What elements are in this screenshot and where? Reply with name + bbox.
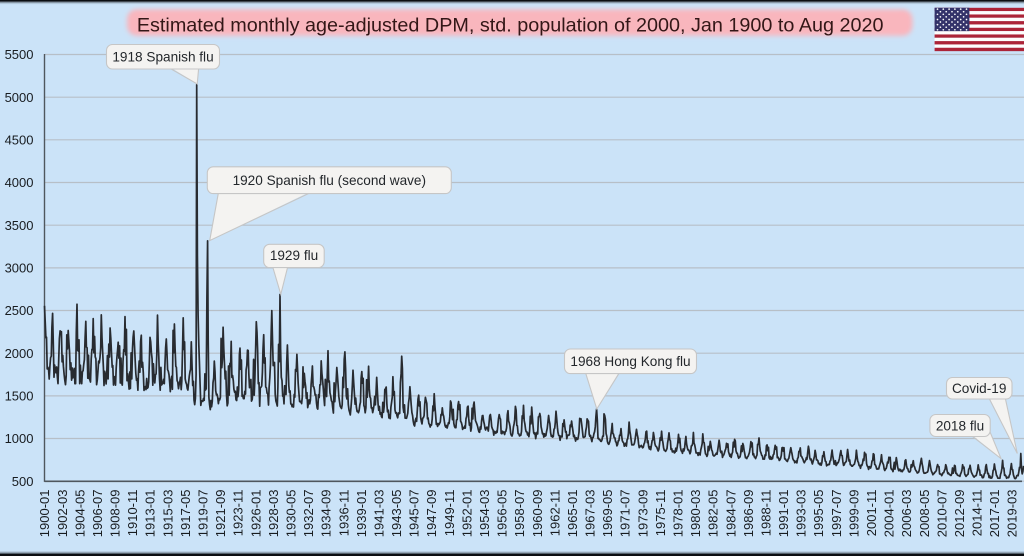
svg-text:Covid-19: Covid-19 [952,381,1006,396]
svg-text:1991-01: 1991-01 [776,490,791,538]
svg-text:1908-09: 1908-09 [108,490,123,538]
svg-text:1939-01: 1939-01 [354,490,369,538]
svg-text:3500: 3500 [5,218,34,233]
svg-text:5000: 5000 [5,90,34,105]
svg-text:5500: 5500 [5,47,34,62]
svg-text:1988-11: 1988-11 [759,490,774,537]
svg-text:Estimated monthly age-adjusted: Estimated monthly age-adjusted DPM, std.… [137,15,884,37]
svg-text:1906-07: 1906-07 [90,490,105,538]
svg-text:1947-09: 1947-09 [424,490,439,538]
svg-text:1986-09: 1986-09 [741,490,756,538]
svg-text:1965-01: 1965-01 [565,490,580,538]
svg-text:500: 500 [12,474,34,489]
svg-text:1993-03: 1993-03 [794,490,809,538]
svg-text:4000: 4000 [5,175,34,190]
svg-text:3000: 3000 [5,261,34,276]
svg-text:1918 Spanish flu: 1918 Spanish flu [112,50,213,65]
svg-text:1980-03: 1980-03 [688,490,703,538]
svg-text:2006-03: 2006-03 [899,490,914,538]
svg-text:1941-03: 1941-03 [371,490,386,538]
svg-text:1920 Spanish flu (second wave): 1920 Spanish flu (second wave) [233,173,426,188]
svg-text:1919-07: 1919-07 [196,490,211,538]
svg-text:1932-07: 1932-07 [301,490,316,538]
svg-text:1921-09: 1921-09 [213,490,228,538]
svg-text:2018 flu: 2018 flu [936,418,984,433]
svg-text:1923-11: 1923-11 [231,490,246,537]
svg-text:2001-11: 2001-11 [864,490,879,537]
svg-text:1000: 1000 [5,431,34,446]
svg-text:1902-03: 1902-03 [55,490,70,538]
svg-text:1960-09: 1960-09 [530,490,545,538]
svg-text:1945-07: 1945-07 [407,490,422,538]
svg-text:1936-11: 1936-11 [336,490,351,537]
svg-text:1949-11: 1949-11 [442,490,457,537]
svg-text:1967-03: 1967-03 [583,490,598,538]
svg-text:2014-11: 2014-11 [970,490,985,537]
svg-text:1928-03: 1928-03 [266,490,281,538]
svg-text:1978-01: 1978-01 [671,490,686,538]
svg-text:1969-05: 1969-05 [600,490,615,538]
svg-text:1954-03: 1954-03 [477,490,492,538]
svg-text:1500: 1500 [5,389,34,404]
svg-text:1934-09: 1934-09 [319,490,334,538]
svg-text:1926-01: 1926-01 [248,490,263,538]
svg-text:1958-07: 1958-07 [512,490,527,538]
svg-text:1962-11: 1962-11 [547,490,562,537]
svg-text:1900-01: 1900-01 [37,490,52,538]
svg-text:1968 Hong Kong flu: 1968 Hong Kong flu [570,354,690,369]
svg-text:1975-11: 1975-11 [653,490,668,537]
svg-text:4500: 4500 [5,133,34,148]
svg-text:1997-07: 1997-07 [829,490,844,538]
svg-text:2010-07: 2010-07 [934,490,949,538]
svg-text:1915-03: 1915-03 [160,490,175,538]
svg-text:1917-05: 1917-05 [178,490,193,538]
svg-text:1910-11: 1910-11 [125,490,140,537]
svg-text:2500: 2500 [5,303,34,318]
svg-text:1943-05: 1943-05 [389,490,404,538]
svg-text:1913-01: 1913-01 [143,490,158,538]
svg-text:2008-05: 2008-05 [917,490,932,538]
svg-text:1984-07: 1984-07 [723,490,738,538]
svg-text:1952-01: 1952-01 [459,490,474,538]
svg-text:1929 flu: 1929 flu [270,248,318,263]
svg-text:2019-03: 2019-03 [1005,490,1020,538]
svg-text:2012-09: 2012-09 [952,490,967,538]
svg-text:1930-05: 1930-05 [284,490,299,538]
svg-text:1971-07: 1971-07 [618,490,633,538]
svg-text:2017-01: 2017-01 [987,490,1002,538]
svg-text:1973-09: 1973-09 [635,490,650,538]
svg-text:1956-05: 1956-05 [495,490,510,538]
svg-text:1995-05: 1995-05 [811,490,826,538]
svg-text:1982-05: 1982-05 [706,490,721,538]
svg-text:1904-05: 1904-05 [72,490,87,538]
svg-text:2000: 2000 [5,346,34,361]
svg-text:1999-09: 1999-09 [846,490,861,538]
svg-text:2004-01: 2004-01 [882,490,897,538]
